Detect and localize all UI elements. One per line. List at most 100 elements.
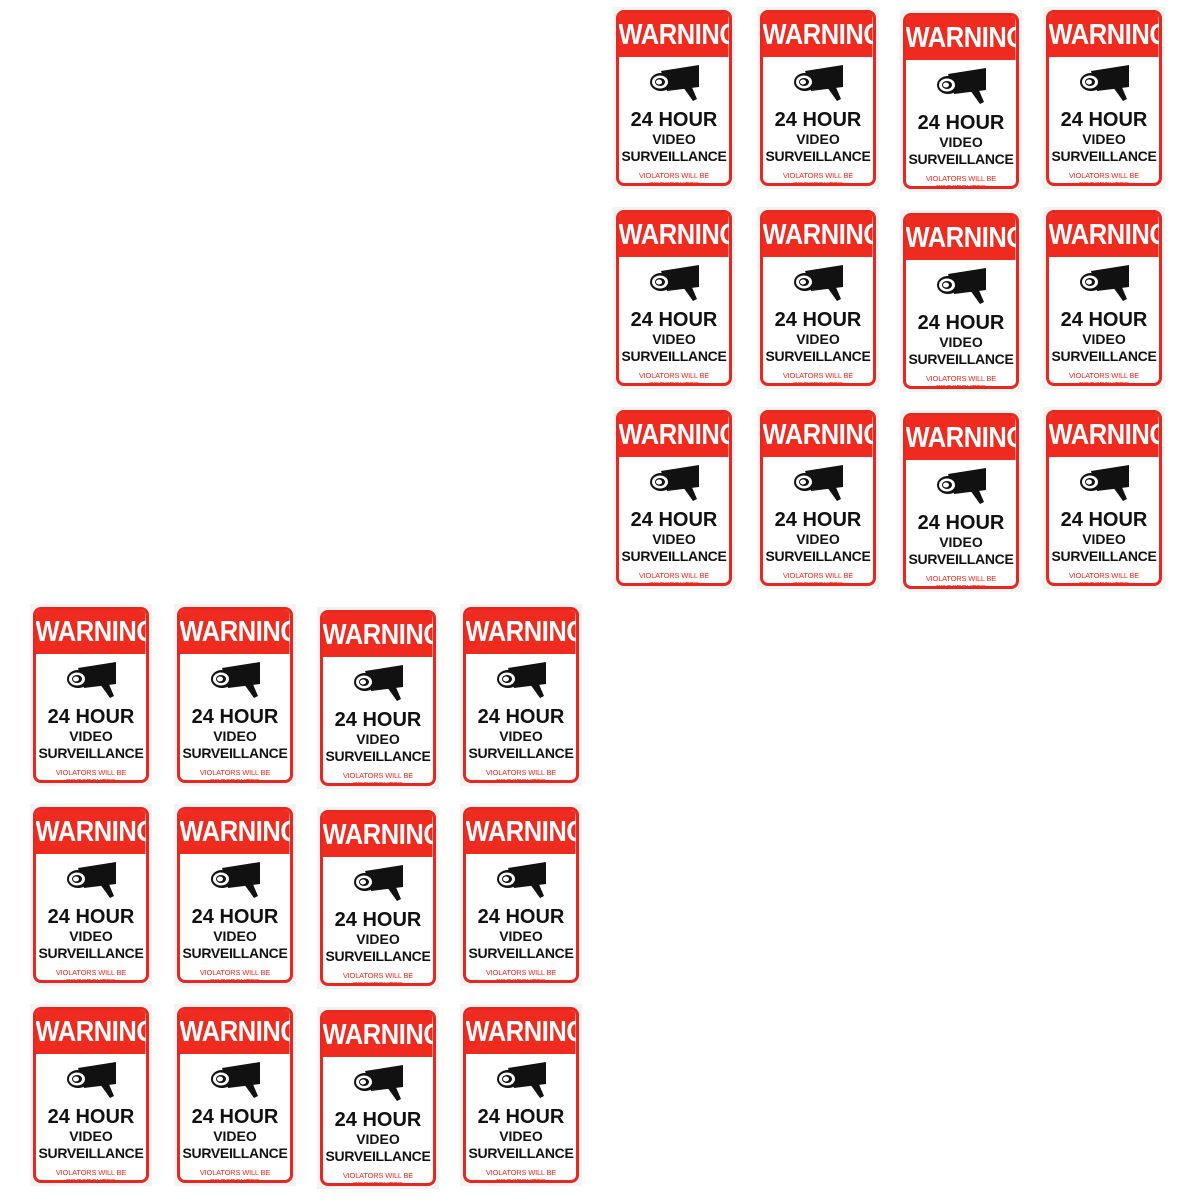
security-camera-icon (211, 1062, 260, 1098)
top-right-sheet-warning-sticker: WARNING 24 HOUR VIDEO SURVEILLANCE VIOLA… (1043, 407, 1165, 589)
sticker-line-surveillance: SURVEILLANCE (38, 745, 144, 761)
sticker-line-24-hour: 24 HOUR (334, 909, 422, 931)
sticker-border: WARNING 24 HOUR VIDEO SURVEILLANCE VIOLA… (177, 807, 293, 983)
sticker-line-surveillance: SURVEILLANCE (38, 945, 144, 961)
sticker-line-24-hour: 24 HOUR (1060, 109, 1148, 131)
sticker-footer: VIOLATORS WILL BE PROSECUTED (638, 171, 710, 186)
sticker-border: WARNING 24 HOUR VIDEO SURVEILLANCE VIOLA… (616, 10, 732, 186)
sticker-header: WARNING (180, 610, 290, 654)
sticker-line-video: VIDEO (939, 334, 983, 350)
security-camera-icon (650, 465, 699, 501)
bottom-left-sheet-warning-sticker: WARNING 24 HOUR VIDEO SURVEILLANCE VIOLA… (460, 804, 582, 986)
sticker-line-video: VIDEO (213, 1128, 257, 1144)
sticker-border: WARNING 24 HOUR VIDEO SURVEILLANCE VIOLA… (760, 210, 876, 386)
sticker-line-24-hour: 24 HOUR (917, 312, 1005, 334)
sticker-footer: VIOLATORS WILL BE PROSECUTED (342, 771, 414, 786)
sticker-line-surveillance: SURVEILLANCE (908, 551, 1014, 567)
sticker-header: WARNING (180, 1010, 290, 1054)
sticker-footer: VIOLATORS WILL BE PROSECUTED (55, 768, 127, 783)
sticker-footer: VIOLATORS WILL BE PROSECUTED (638, 571, 710, 586)
sticker-line-surveillance: SURVEILLANCE (468, 745, 574, 761)
sticker-line-24-hour: 24 HOUR (47, 1106, 135, 1128)
sticker-header: WARNING (619, 213, 729, 257)
top-right-sheet-warning-sticker: WARNING 24 HOUR VIDEO SURVEILLANCE VIOLA… (757, 407, 879, 589)
sticker-footer: VIOLATORS WILL BE PROSECUTED (782, 371, 854, 386)
sticker-header: WARNING (619, 413, 729, 457)
sticker-header: WARNING (323, 813, 433, 857)
sticker-border: WARNING 24 HOUR VIDEO SURVEILLANCE VIOLA… (33, 607, 149, 783)
security-camera-icon (497, 662, 546, 698)
sticker-border: WARNING 24 HOUR VIDEO SURVEILLANCE VIOLA… (463, 807, 579, 983)
sticker-footer: VIOLATORS WILL BE PROSECUTED (782, 571, 854, 586)
sticker-header: WARNING (763, 413, 873, 457)
sticker-header: WARNING (763, 213, 873, 257)
sticker-line-24-hour: 24 HOUR (191, 906, 279, 928)
sticker-footer: VIOLATORS WILL BE PROSECUTED (199, 1168, 271, 1183)
sticker-line-surveillance: SURVEILLANCE (908, 351, 1014, 367)
sticker-border: WARNING 24 HOUR VIDEO SURVEILLANCE VIOLA… (903, 213, 1019, 389)
sticker-line-video: VIDEO (1082, 331, 1126, 347)
sticker-line-24-hour: 24 HOUR (477, 1106, 565, 1128)
sticker-header: WARNING (1049, 13, 1159, 57)
sticker-line-24-hour: 24 HOUR (334, 1109, 422, 1131)
security-camera-icon (1080, 265, 1129, 301)
sticker-footer: VIOLATORS WILL BE PROSECUTED (342, 1171, 414, 1186)
sticker-header: WARNING (906, 16, 1016, 60)
security-camera-icon (937, 468, 986, 504)
security-camera-icon (211, 662, 260, 698)
sticker-line-surveillance: SURVEILLANCE (38, 1145, 144, 1161)
sticker-border: WARNING 24 HOUR VIDEO SURVEILLANCE VIOLA… (616, 410, 732, 586)
sticker-line-24-hour: 24 HOUR (917, 112, 1005, 134)
sticker-footer: VIOLATORS WILL BE PROSECUTED (485, 1168, 557, 1183)
top-right-sheet-warning-sticker: WARNING 24 HOUR VIDEO SURVEILLANCE VIOLA… (613, 407, 735, 589)
sticker-header: WARNING (906, 216, 1016, 260)
sticker-line-video: VIDEO (69, 1128, 113, 1144)
sticker-border: WARNING 24 HOUR VIDEO SURVEILLANCE VIOLA… (320, 1010, 436, 1186)
bottom-left-sheet-warning-sticker: WARNING 24 HOUR VIDEO SURVEILLANCE VIOLA… (460, 1004, 582, 1186)
bottom-left-sheet-warning-sticker: WARNING 24 HOUR VIDEO SURVEILLANCE VIOLA… (174, 1004, 296, 1186)
sticker-line-surveillance: SURVEILLANCE (765, 348, 871, 364)
bottom-left-sheet-warning-sticker: WARNING 24 HOUR VIDEO SURVEILLANCE VIOLA… (317, 1007, 439, 1189)
sticker-line-surveillance: SURVEILLANCE (468, 1145, 574, 1161)
sticker-header: WARNING (619, 13, 729, 57)
sticker-line-surveillance: SURVEILLANCE (468, 945, 574, 961)
sticker-header: WARNING (36, 1010, 146, 1054)
sticker-line-surveillance: SURVEILLANCE (1051, 348, 1157, 364)
bottom-left-sheet-warning-sticker: WARNING 24 HOUR VIDEO SURVEILLANCE VIOLA… (30, 804, 152, 986)
sticker-line-video: VIDEO (356, 931, 400, 947)
security-camera-icon (650, 265, 699, 301)
sticker-line-24-hour: 24 HOUR (917, 512, 1005, 534)
bottom-left-sheet-warning-sticker: WARNING 24 HOUR VIDEO SURVEILLANCE VIOLA… (30, 1004, 152, 1186)
security-camera-icon (497, 1062, 546, 1098)
sticker-line-24-hour: 24 HOUR (1060, 309, 1148, 331)
sticker-line-video: VIDEO (939, 134, 983, 150)
sticker-line-24-hour: 24 HOUR (191, 706, 279, 728)
bottom-left-sheet-warning-sticker: WARNING 24 HOUR VIDEO SURVEILLANCE VIOLA… (460, 604, 582, 786)
security-camera-icon (354, 665, 403, 701)
sticker-border: WARNING 24 HOUR VIDEO SURVEILLANCE VIOLA… (177, 1007, 293, 1183)
sticker-footer: VIOLATORS WILL BE PROSECUTED (199, 968, 271, 983)
top-right-sheet-warning-sticker: WARNING 24 HOUR VIDEO SURVEILLANCE VIOLA… (900, 410, 1022, 592)
sticker-line-surveillance: SURVEILLANCE (621, 548, 727, 564)
sticker-border: WARNING 24 HOUR VIDEO SURVEILLANCE VIOLA… (1046, 210, 1162, 386)
sticker-line-surveillance: SURVEILLANCE (765, 148, 871, 164)
security-camera-icon (794, 465, 843, 501)
security-camera-icon (354, 865, 403, 901)
security-camera-icon (67, 1062, 116, 1098)
sticker-border: WARNING 24 HOUR VIDEO SURVEILLANCE VIOLA… (1046, 410, 1162, 586)
sticker-line-24-hour: 24 HOUR (191, 1106, 279, 1128)
sticker-line-24-hour: 24 HOUR (774, 509, 862, 531)
sticker-line-video: VIDEO (652, 331, 696, 347)
top-right-sheet-warning-sticker: WARNING 24 HOUR VIDEO SURVEILLANCE VIOLA… (613, 7, 735, 189)
bottom-left-sheet-warning-sticker: WARNING 24 HOUR VIDEO SURVEILLANCE VIOLA… (317, 807, 439, 989)
sticker-footer: VIOLATORS WILL BE PROSECUTED (55, 968, 127, 983)
sticker-line-24-hour: 24 HOUR (630, 309, 718, 331)
security-camera-icon (67, 662, 116, 698)
sticker-line-surveillance: SURVEILLANCE (621, 148, 727, 164)
sticker-footer: VIOLATORS WILL BE PROSECUTED (485, 968, 557, 983)
sticker-footer: VIOLATORS WILL BE PROSECUTED (342, 971, 414, 986)
sticker-line-surveillance: SURVEILLANCE (182, 745, 288, 761)
sticker-header: WARNING (180, 810, 290, 854)
sticker-line-surveillance: SURVEILLANCE (765, 548, 871, 564)
bottom-left-sheet-warning-sticker: WARNING 24 HOUR VIDEO SURVEILLANCE VIOLA… (174, 804, 296, 986)
